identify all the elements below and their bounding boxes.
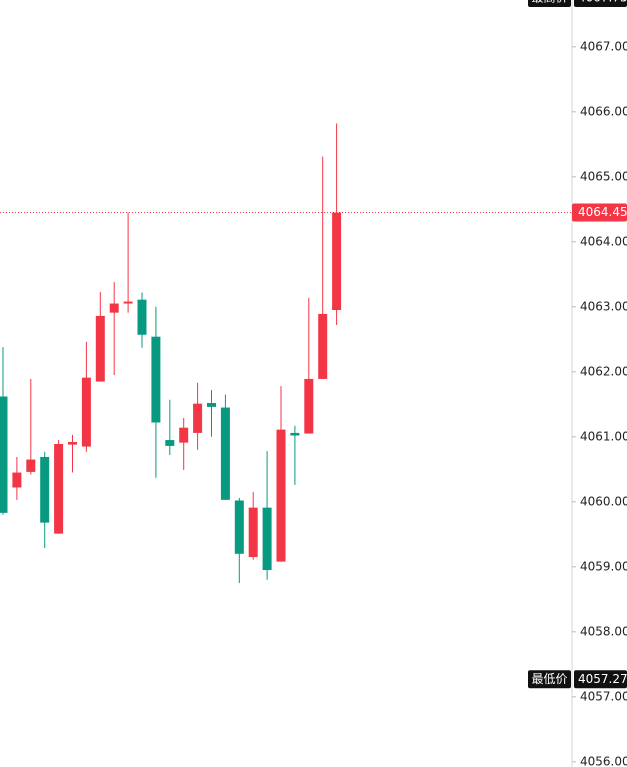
candle-body (12, 472, 22, 488)
y-tick-label: 4061.00 (580, 429, 627, 443)
candle-body (81, 377, 91, 447)
candle-body (290, 432, 300, 436)
y-tick-label: 4065.00 (580, 169, 627, 183)
candle-body (248, 507, 258, 558)
candle-body (220, 407, 230, 500)
marker-value: 4057.27 (578, 672, 627, 686)
y-tick-label: 4060.00 (580, 494, 627, 508)
marker-value-box (574, 670, 627, 689)
candle-body (318, 313, 328, 379)
candle-body (262, 507, 272, 571)
candle-body (332, 212, 342, 311)
y-tick-label: 4066.00 (580, 104, 627, 118)
candle-body (54, 443, 64, 534)
candle-body (95, 315, 105, 382)
candle-body (304, 378, 314, 434)
y-tick-label: 4056.00 (580, 754, 627, 767)
candle-body (207, 403, 216, 407)
y-tick-label: 4059.00 (580, 559, 627, 573)
y-tick-label: 4062.00 (580, 364, 627, 378)
y-tick-label: 4063.00 (580, 299, 627, 313)
y-tick-label: 4058.00 (580, 624, 627, 638)
marker-name-box (528, 670, 571, 689)
candle-body (0, 396, 8, 513)
candle-body (234, 500, 244, 554)
last-price-box (572, 203, 627, 222)
candle-body (123, 301, 133, 304)
candle-body (137, 299, 147, 335)
candle-body (151, 336, 161, 423)
candle-body (193, 403, 203, 433)
candle-body (68, 442, 77, 445)
y-tick-label: 4067.00 (580, 39, 627, 53)
y-tick-label: 4057.00 (580, 689, 627, 703)
candle-body (276, 429, 286, 562)
marker-name: 最低价 (531, 672, 567, 686)
candle-body (109, 303, 119, 313)
candle-body (26, 459, 36, 472)
candle-body (40, 456, 50, 523)
last-price-label: 4064.45 (578, 205, 627, 219)
marker-value: 4067.75 (578, 0, 627, 5)
candle-body (165, 440, 175, 446)
y-tick-label: 4064.00 (580, 234, 627, 248)
marker-name-box (528, 0, 571, 8)
marker-value-box (574, 0, 627, 8)
marker-name: 最高价 (531, 0, 567, 5)
candle-body (179, 427, 189, 443)
